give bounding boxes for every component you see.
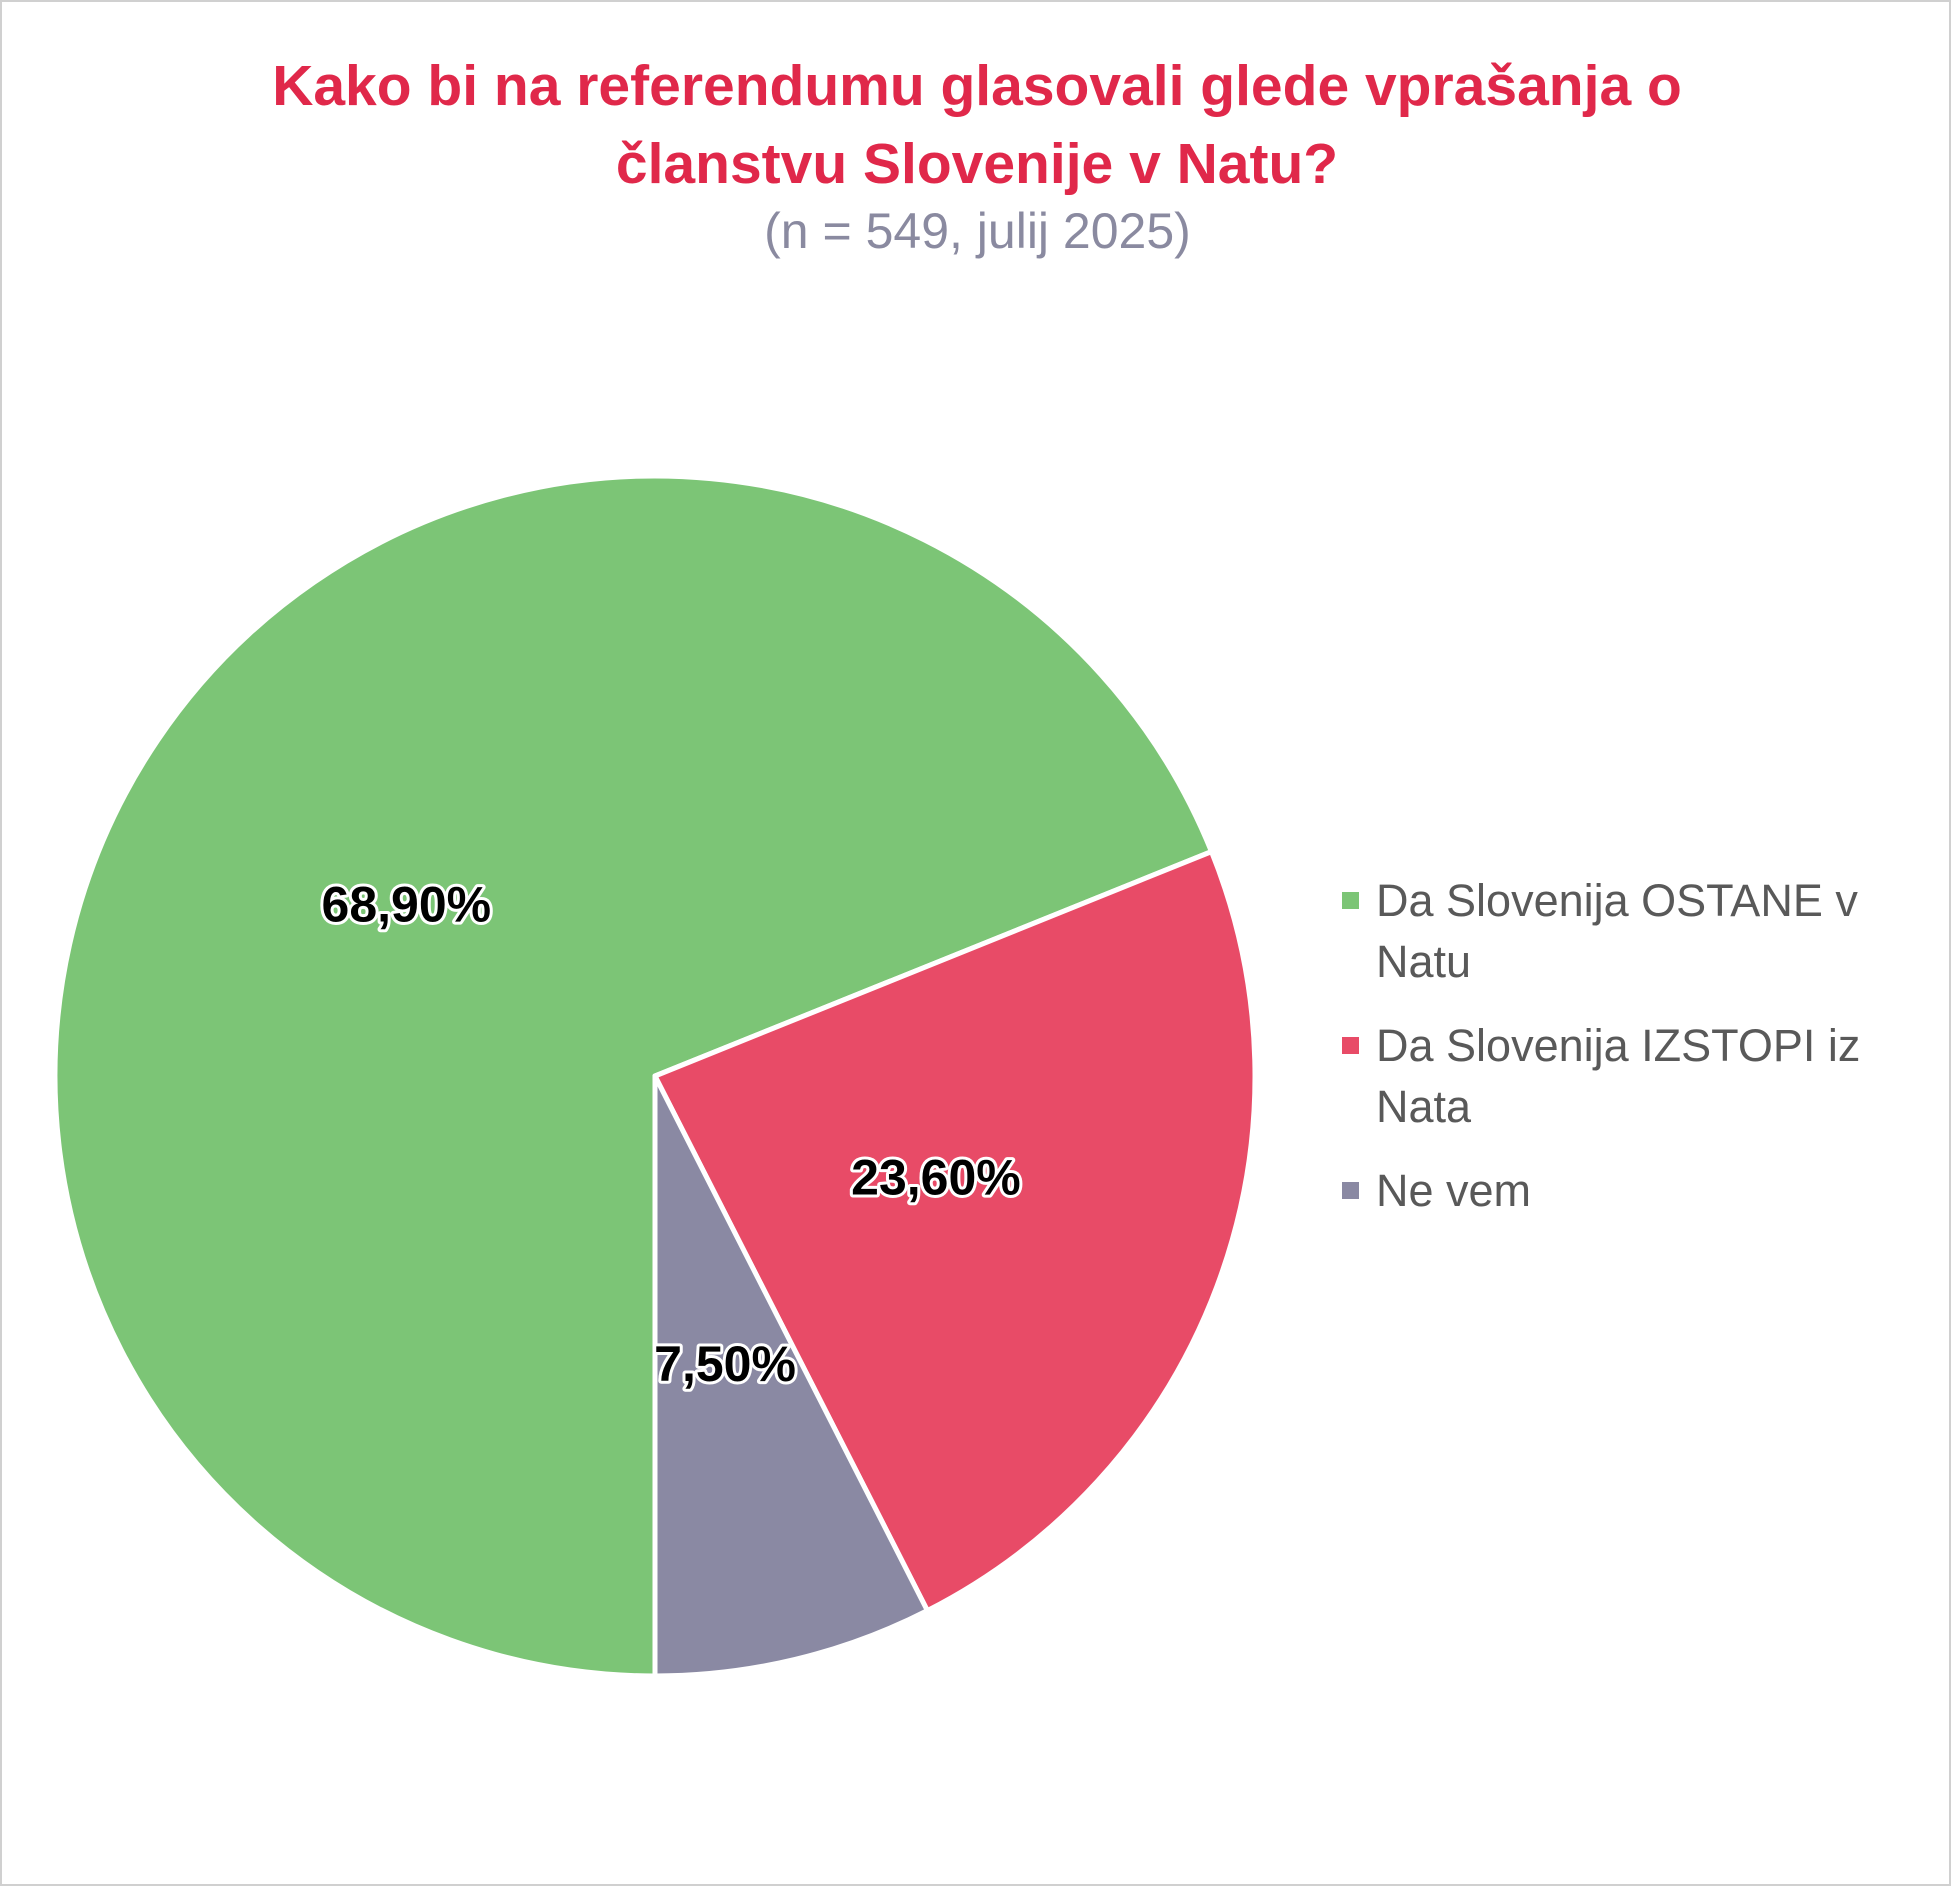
pie-slice [52, 473, 1214, 1679]
pie-slice [652, 849, 1258, 1614]
data-label: 23,60% [851, 1149, 1021, 1205]
pie-slice [652, 1073, 930, 1679]
data-label: 7,50% [654, 1336, 796, 1392]
data-label: 68,90% [322, 876, 492, 932]
legend-label: Da Slovenija IZSTOPI iz Nata [1376, 1020, 1861, 1132]
legend-swatch [1342, 892, 1359, 909]
legend-label: Ne vem [1376, 1165, 1532, 1216]
legend-label: Da Slovenija OSTANE v Natu [1376, 875, 1858, 987]
legend-swatch [1342, 1037, 1359, 1054]
legend-swatch [1342, 1182, 1359, 1199]
chart-title: Kako bi na referendumu glasovali glede v… [272, 54, 1682, 196]
chart-subtitle: (n = 549, julij 2025) [764, 203, 1191, 259]
